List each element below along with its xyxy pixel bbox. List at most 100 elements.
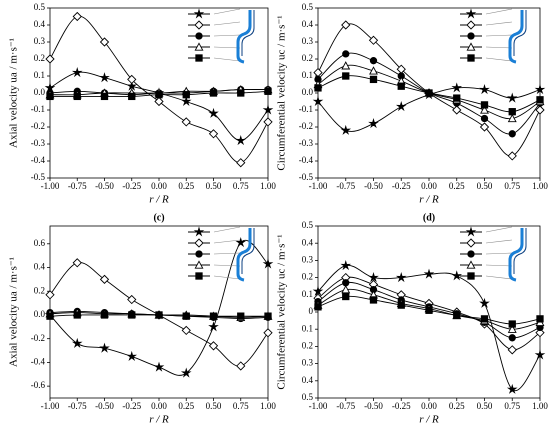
x-tick-label: -0.50 [364,181,383,191]
y-tick-label: 0.3 [34,36,46,46]
data-point [535,328,545,338]
data-point [45,54,55,64]
legend-pointer [485,34,513,37]
data-point [182,91,190,99]
data-point [73,311,81,319]
legend-marker [467,272,475,280]
x-tick-label: 0.75 [233,181,249,191]
data-point [369,75,378,84]
legend-pointer [213,57,241,62]
legend-marker [466,260,476,269]
y-tick-label: 0.4 [34,19,46,29]
data-point [368,118,379,129]
y-tick-label: 0.0 [302,87,314,97]
y-tick-label: 0.1 [34,70,45,80]
data-point [451,270,463,281]
data-point [99,342,110,353]
data-point [128,92,136,101]
legend-marker [466,20,476,30]
data-point [340,259,352,271]
y-tick-label: 0.2 [34,53,45,63]
x-tick-label: 0.00 [151,401,167,411]
x-tick-label: -0.50 [95,181,114,191]
legend-pointer [213,264,241,267]
x-tick-label: 1.00 [532,181,548,191]
data-point [368,35,379,45]
y-tick-label: 0.4 [302,375,314,385]
data-point [536,315,544,323]
y-tick-label: 0.0 [34,87,46,97]
x-tick-label: 1.00 [260,401,276,411]
y-tick-label: 0.5 [302,220,314,230]
x-tick-label: -1.00 [309,401,328,411]
data-point [395,101,407,112]
y-tick-label: -0.1 [31,104,45,114]
y-tick-label: 0.2 [302,340,313,350]
legend-marker [194,238,204,248]
legend-schematic [508,10,524,64]
x-tick-label: -0.75 [68,401,87,411]
data-point [127,74,137,85]
data-point [369,57,378,65]
data-point [314,303,322,311]
legend-schematic [236,10,252,64]
data-point [182,312,190,320]
data-point [534,349,546,360]
legend-pointer [213,46,241,49]
legend-schematic-inner [513,228,527,274]
data-point [369,296,378,304]
data-point [452,105,462,115]
data-point [181,117,191,127]
data-point [425,89,433,97]
y-axis-label: Circumferential velocity uc / m·s⁻¹ [276,15,288,170]
data-point [507,324,517,333]
data-point [99,37,110,47]
legend-schematic [508,228,524,282]
x-tick-label: 0.25 [178,401,194,411]
x-tick-label: -1.00 [309,181,328,191]
data-point [369,66,378,75]
data-point [208,341,219,351]
data-point [127,294,137,305]
x-tick-label: -0.75 [68,181,87,191]
data-point [342,292,350,301]
data-point [341,20,351,30]
y-tick-label: 0.4 [302,19,314,29]
y-tick-label: -0.6 [31,380,46,390]
data-point [534,84,546,95]
y-tick-label: 0.3 [302,36,314,46]
data-point [99,72,110,83]
data-point [237,312,245,320]
data-point [341,61,351,70]
series-line [49,239,269,376]
legend-marker [467,250,475,258]
data-point [262,258,274,269]
data-point [314,84,322,92]
data-point [208,321,219,332]
data-point [153,361,165,372]
y-tick-label: -0.3 [31,138,46,148]
data-point [209,312,218,320]
data-point [155,91,163,99]
x-tick-label: 0.25 [449,181,465,191]
legend-pointer [213,8,241,15]
legend-marker [465,8,477,19]
legend-pointer [485,46,513,49]
legend-pointer [485,57,513,62]
x-tick-label: 0.50 [477,401,493,411]
data-point [341,284,351,294]
data-point [126,350,138,361]
data-point [312,95,324,107]
legend-schematic [236,228,252,282]
x-tick-label: 0.00 [421,401,437,411]
data-point [508,320,516,328]
data-point [506,92,518,103]
x-tick-label: -1.00 [41,181,60,191]
legend-pointer [213,239,241,244]
data-point [506,383,518,394]
data-point [480,101,489,109]
x-tick-label: -0.25 [122,181,141,191]
y-tick-label: 0.5 [302,392,314,402]
y-tick-label: -0.3 [299,138,314,148]
